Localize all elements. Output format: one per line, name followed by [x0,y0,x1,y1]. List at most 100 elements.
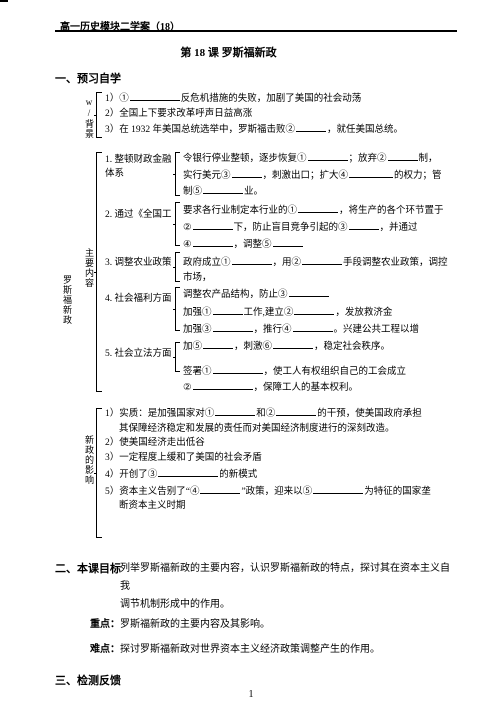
e5c: 为特征的国家垄 [364,487,431,497]
label-measures: 主要内容 [84,248,96,288]
m4-1a: 加强① [183,308,212,318]
m4-3a: 加⑤ [183,342,202,352]
blank [193,219,233,230]
blank [213,304,243,315]
m2-2a: ② [183,223,192,233]
blank [273,236,303,247]
obj-line2: 调节机制形成中的作用。 [120,596,454,614]
blank [308,150,348,161]
m1-3a: 制⑤ [183,187,202,197]
brace-bg [96,92,102,138]
blank [203,183,243,194]
brace-effects [96,408,102,538]
m2-3a: ④ [183,240,192,250]
blank [296,121,326,132]
e1c: 的干预，使美国政府承担 [317,409,422,419]
brace-measures [96,152,102,392]
m3-1a: 政府成立① [183,258,231,268]
m1-2c: 的权力；管 [394,171,442,181]
outer-vertical-label: 罗斯福新政 [62,275,74,325]
blank [203,338,233,349]
m5-1a: 签署① [183,367,212,377]
m2-2c: ，并通过 [380,223,418,233]
page-number: 1 [0,689,502,700]
blank [273,338,313,349]
m4-3c: ，稳定社会秩序。 [314,342,390,352]
focus-text: 罗斯福新政的主要内容及其影响。 [120,619,270,630]
e4b: 的新模式 [219,470,257,480]
blank [213,363,263,374]
section-2-heading: 二、本课目标 [55,560,121,576]
blank [349,219,379,230]
effects-block: 1）实质：是加强国家对①和②的干预，使美国政府承担 其保障经济稳定和发展的责任而… [105,405,454,514]
measures-block: 1. 整顿财政金融体系 令银行停业整顿，逐步恢复① ；放弃② 制， 实行美元③ ，刺激… [105,150,454,396]
header-divider [55,30,457,32]
label-effects: 新政的影响 [84,435,96,485]
focus-row: 重点：罗斯福新政的主要内容及其影响。 [90,615,270,630]
m2-head: 2. 通过《全国工 [105,208,173,223]
m3-2: 调整农产品结构，防止③ [183,290,288,300]
bg-3b: ，就任美国总统。 [327,125,403,135]
m1-3b: 业。 [244,187,263,197]
section-1-heading: 一、预习自学 [55,70,121,86]
m5-head: 5. 社会立法方面 [105,347,173,362]
e4a: 4）开创了③ [105,470,157,480]
section-3-heading: 三、检测反馈 [55,672,121,688]
blank [158,466,218,477]
m4-head: 4. 社会福利方面 [105,292,173,307]
sub-brace-1 [175,152,180,196]
blank [298,202,338,213]
blank [349,167,393,178]
bg-2: 2）全国上下要求改革呼声日益高涨 [105,107,454,122]
m4-1b: 工作,建立② [244,308,294,318]
blank [232,167,262,178]
e5d: 断资本主义时期 [105,499,454,514]
bg-1b: 反危机措施的失败，加剧了美国的社会动荡 [181,94,362,104]
obj-line1: 列举罗斯福新政的主要内容，认识罗斯福新政的特点，探讨其在资本主义自我 [120,560,454,596]
lesson-title: 第 18 课 罗斯福新政 [0,44,457,60]
blank [294,304,334,315]
blank [302,254,342,265]
e3: 3）一定程度上缓和了美国的社会矛盾 [105,451,454,466]
m1-1a: 令银行停业整顿，逐步恢复① [183,154,307,164]
m2-1a: 要求各行业制定本行业的① [183,206,297,216]
m2-3b: ，调整⑤ [234,240,272,250]
m4-1c: ，发放救济金 [335,308,392,318]
e5b: ”政策，迎来以⑤ [241,487,312,497]
m1-head: 1. 整顿财政金融体系 [105,153,173,182]
focus-label: 重点： [90,619,120,630]
m5-2a: ② [183,383,192,393]
m1-1c: 制， [419,154,438,164]
m3-head: 3. 调整农业政策 [105,256,173,271]
bg-1a: 1）① [105,94,129,104]
blank [215,405,255,416]
blank [193,379,253,390]
m1-1b: ；放弃② [349,154,387,164]
m4-2b: ，推行④ [254,325,292,335]
sub-brace-4 [175,287,180,331]
sub-brace-3 [175,252,180,282]
diff-label: 难点： [90,644,120,655]
sub-brace-2 [175,202,180,246]
blank [289,286,329,297]
m2-2b: 下，防止盲目竞争引起的③ [234,223,348,233]
blank [200,483,240,494]
bg-3a: 3）在 1932 年美国总统选举中，罗斯福击败② [105,125,295,135]
m3-1b: ，用② [273,258,302,268]
m1-2a: 实行美元③ [183,171,231,181]
label-bg: w/背景 [84,97,96,139]
m5-2b: ，保障工人的基本权利。 [254,383,359,393]
objectives-block: 列举罗斯福新政的主要内容，认识罗斯福新政的特点，探讨其在资本主义自我 调节机制形… [120,560,454,614]
blank [388,150,418,161]
blank [193,236,233,247]
blank [130,90,180,101]
blank [232,254,272,265]
e1a: 1）实质：是加强国家对① [105,409,214,419]
blank [276,405,316,416]
m4-3b: ，刺激⑥ [234,342,272,352]
e1d: 其保障经济稳定和发展的责任而对美国经济制度进行的深刻改造。 [105,422,454,437]
sub-brace-5 [175,342,180,372]
blank [293,321,333,332]
m2-1b: ，将生产的各个环节置于 [339,206,444,216]
diff-text: 探讨罗斯福新政对世界资本主义经济政策调整产生的作用。 [120,644,380,655]
